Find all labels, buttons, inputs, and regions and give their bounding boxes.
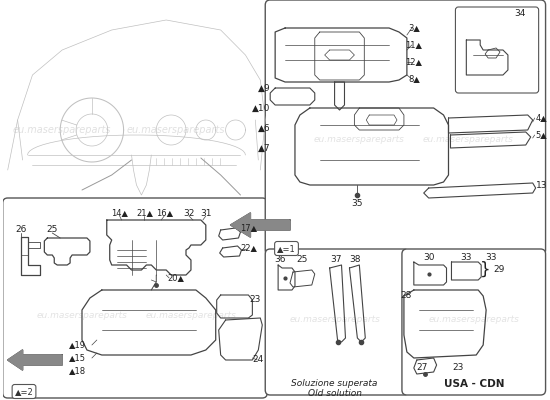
Text: 28: 28 [400, 290, 412, 300]
Text: eu.maserspareparts: eu.maserspareparts [289, 316, 380, 324]
Text: 13: 13 [536, 180, 547, 190]
Text: 22▲: 22▲ [240, 244, 257, 252]
Text: ▲15: ▲15 [69, 354, 86, 362]
Text: 17▲: 17▲ [240, 224, 257, 232]
Text: 8▲: 8▲ [408, 74, 420, 84]
Text: 37: 37 [330, 256, 342, 264]
Text: 36: 36 [274, 256, 286, 264]
Text: 33: 33 [485, 254, 497, 262]
Text: eu.maserspareparts: eu.maserspareparts [423, 136, 514, 144]
Bar [3, 0, 265, 200]
Text: eu.maserspareparts: eu.maserspareparts [314, 136, 405, 144]
Text: Soluzione superata: Soluzione superata [292, 380, 378, 388]
Text: ▲=1: ▲=1 [277, 244, 296, 253]
Text: eu.maserspareparts: eu.maserspareparts [429, 316, 520, 324]
Text: 12▲: 12▲ [405, 58, 422, 66]
Text: 23: 23 [453, 364, 464, 372]
Text: ▲9: ▲9 [257, 84, 270, 92]
Text: ▲6: ▲6 [257, 124, 270, 132]
FancyBboxPatch shape [3, 198, 267, 398]
Text: ▲=2: ▲=2 [15, 387, 34, 396]
Text: }: } [480, 261, 491, 279]
Polygon shape [8, 350, 62, 370]
Text: 20▲: 20▲ [168, 274, 185, 282]
Text: 33: 33 [460, 254, 472, 262]
Text: 24: 24 [252, 356, 264, 364]
Text: 14▲: 14▲ [111, 208, 128, 218]
Text: eu.maserspareparts: eu.maserspareparts [36, 310, 128, 320]
Text: 25: 25 [296, 256, 307, 264]
FancyBboxPatch shape [455, 7, 538, 93]
Text: 26: 26 [15, 226, 26, 234]
Text: 38: 38 [350, 256, 361, 264]
Text: 23: 23 [250, 296, 261, 304]
Text: USA - CDN: USA - CDN [444, 379, 504, 389]
Text: 4▲: 4▲ [536, 114, 547, 122]
Text: 21▲: 21▲ [136, 208, 153, 218]
Text: ▲18: ▲18 [69, 366, 86, 376]
Text: eu.maserspareparts: eu.maserspareparts [13, 125, 112, 135]
Text: 32: 32 [183, 208, 195, 218]
FancyBboxPatch shape [265, 249, 409, 395]
Text: ▲10: ▲10 [252, 104, 270, 112]
Text: eu.maserspareparts: eu.maserspareparts [127, 125, 226, 135]
Text: 5▲: 5▲ [536, 130, 547, 140]
Text: Old solution: Old solution [307, 388, 361, 398]
Text: 34: 34 [514, 10, 526, 18]
Text: 27: 27 [417, 364, 428, 372]
Text: 35: 35 [351, 198, 363, 208]
FancyBboxPatch shape [265, 0, 546, 255]
Text: ▲19: ▲19 [69, 340, 86, 350]
Text: 29: 29 [493, 266, 504, 274]
Text: 16▲: 16▲ [156, 208, 173, 218]
Text: eu.maserspareparts: eu.maserspareparts [146, 310, 236, 320]
Text: 30: 30 [423, 254, 434, 262]
Text: 3▲: 3▲ [408, 24, 420, 32]
Text: ▲7: ▲7 [257, 144, 270, 152]
Polygon shape [230, 213, 290, 237]
Text: 25: 25 [47, 226, 58, 234]
FancyBboxPatch shape [402, 249, 546, 395]
Text: 11▲: 11▲ [405, 40, 422, 50]
Text: 31: 31 [200, 208, 212, 218]
